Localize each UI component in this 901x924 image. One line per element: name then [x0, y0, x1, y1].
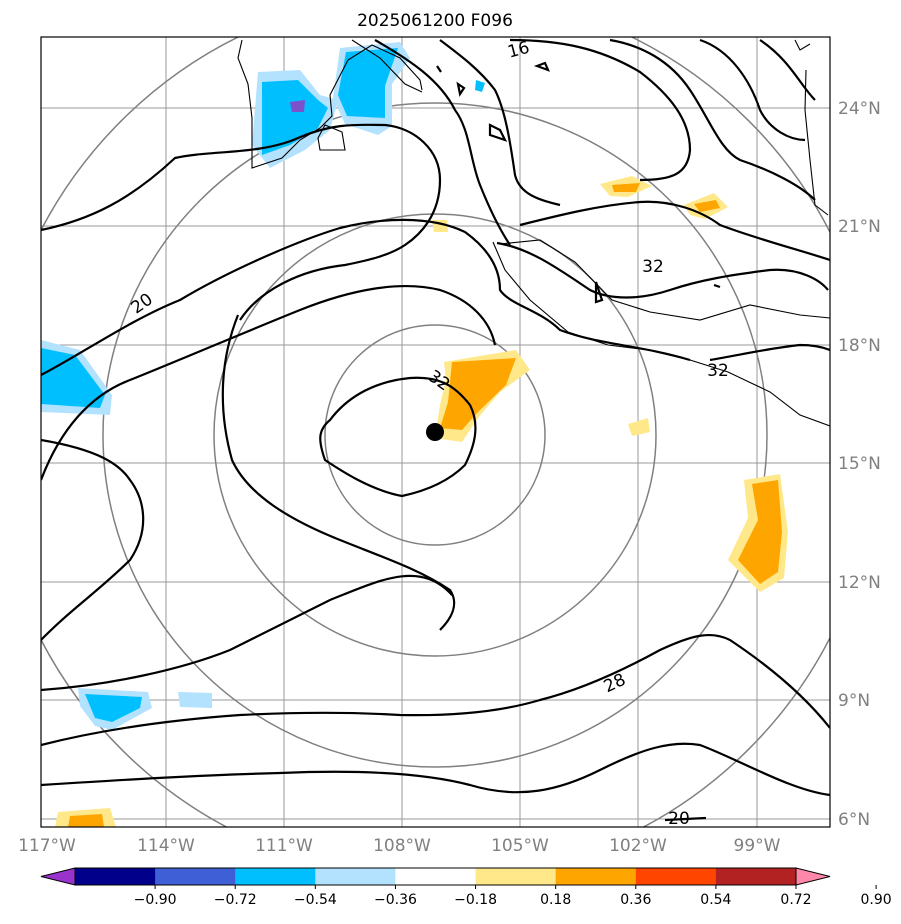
lon-label: 102°W: [609, 836, 667, 856]
contour-label: 32: [642, 257, 664, 277]
colorbar-extend-low: [40, 867, 76, 886]
colorbar-tick-label: 0.72: [780, 892, 811, 908]
positive-anomaly-shading: [55, 176, 788, 827]
colorbar-segment: [475, 868, 557, 885]
longitude-labels: 117°W 114°W 111°W 108°W 105°W 102°W 99°W: [18, 836, 781, 856]
latitude-labels: 24°N 21°N 18°N 15°N 12°N 9°N 6°N: [838, 99, 881, 830]
colorbar-segment: [715, 868, 797, 885]
colorbar-segment: [395, 868, 477, 885]
lon-label: 111°W: [255, 836, 313, 856]
colorbar-tick-label: 0.36: [620, 892, 651, 908]
range-rings: [41, 37, 830, 827]
colorbar-segment: [155, 868, 236, 885]
colorbar-segment: [555, 868, 637, 885]
colorbar: −0.90 −0.72 −0.54 −0.36 −0.18 0.18 0.36 0.54 0.7…: [40, 867, 892, 908]
negative-anomaly-shading: [41, 42, 485, 730]
colorbar-tick-label: 0.18: [540, 892, 571, 908]
lon-label: 99°W: [734, 836, 781, 856]
lat-label: 6°N: [838, 810, 870, 830]
lat-label: 9°N: [838, 691, 870, 711]
contour-label: 20: [668, 809, 690, 829]
colorbar-tick-label: −0.36: [374, 892, 417, 908]
figure-title: 2025061200 F096: [357, 11, 513, 31]
lon-label: 105°W: [491, 836, 549, 856]
colorbar-tick-label: 0.90: [861, 892, 892, 908]
colorbar-segment: [75, 868, 156, 885]
lon-label: 114°W: [137, 836, 195, 856]
colorbar-tick-label: −0.90: [134, 892, 177, 908]
contour-label: 28: [601, 670, 629, 697]
colorbar-tick-label: −0.54: [294, 892, 337, 908]
map-frame: [40, 36, 831, 828]
colorbar-extend-high: [795, 867, 831, 886]
contour-label: 32: [707, 361, 729, 381]
lat-label: 12°N: [838, 573, 881, 593]
lat-label: 21°N: [838, 217, 881, 237]
map-area: 16 20 32 32 32 28 20: [41, 37, 830, 829]
storm-center-marker: [426, 423, 444, 441]
lat-label: 18°N: [838, 336, 881, 356]
contour-lines: [41, 38, 830, 822]
colorbar-segment: [315, 868, 396, 885]
colorbar-tick-label: −0.18: [454, 892, 497, 908]
lat-label: 24°N: [838, 99, 881, 119]
colorbar-segment: [235, 868, 316, 885]
colorbar-segment: [635, 868, 717, 885]
colorbar-outline: [74, 867, 797, 886]
lon-label: 117°W: [18, 836, 76, 856]
lon-label: 108°W: [373, 836, 431, 856]
colorbar-tick-label: −0.72: [214, 892, 257, 908]
lat-label: 15°N: [838, 454, 881, 474]
contour-label: 20: [128, 290, 157, 319]
colorbar-tick-label: 0.54: [700, 892, 731, 908]
